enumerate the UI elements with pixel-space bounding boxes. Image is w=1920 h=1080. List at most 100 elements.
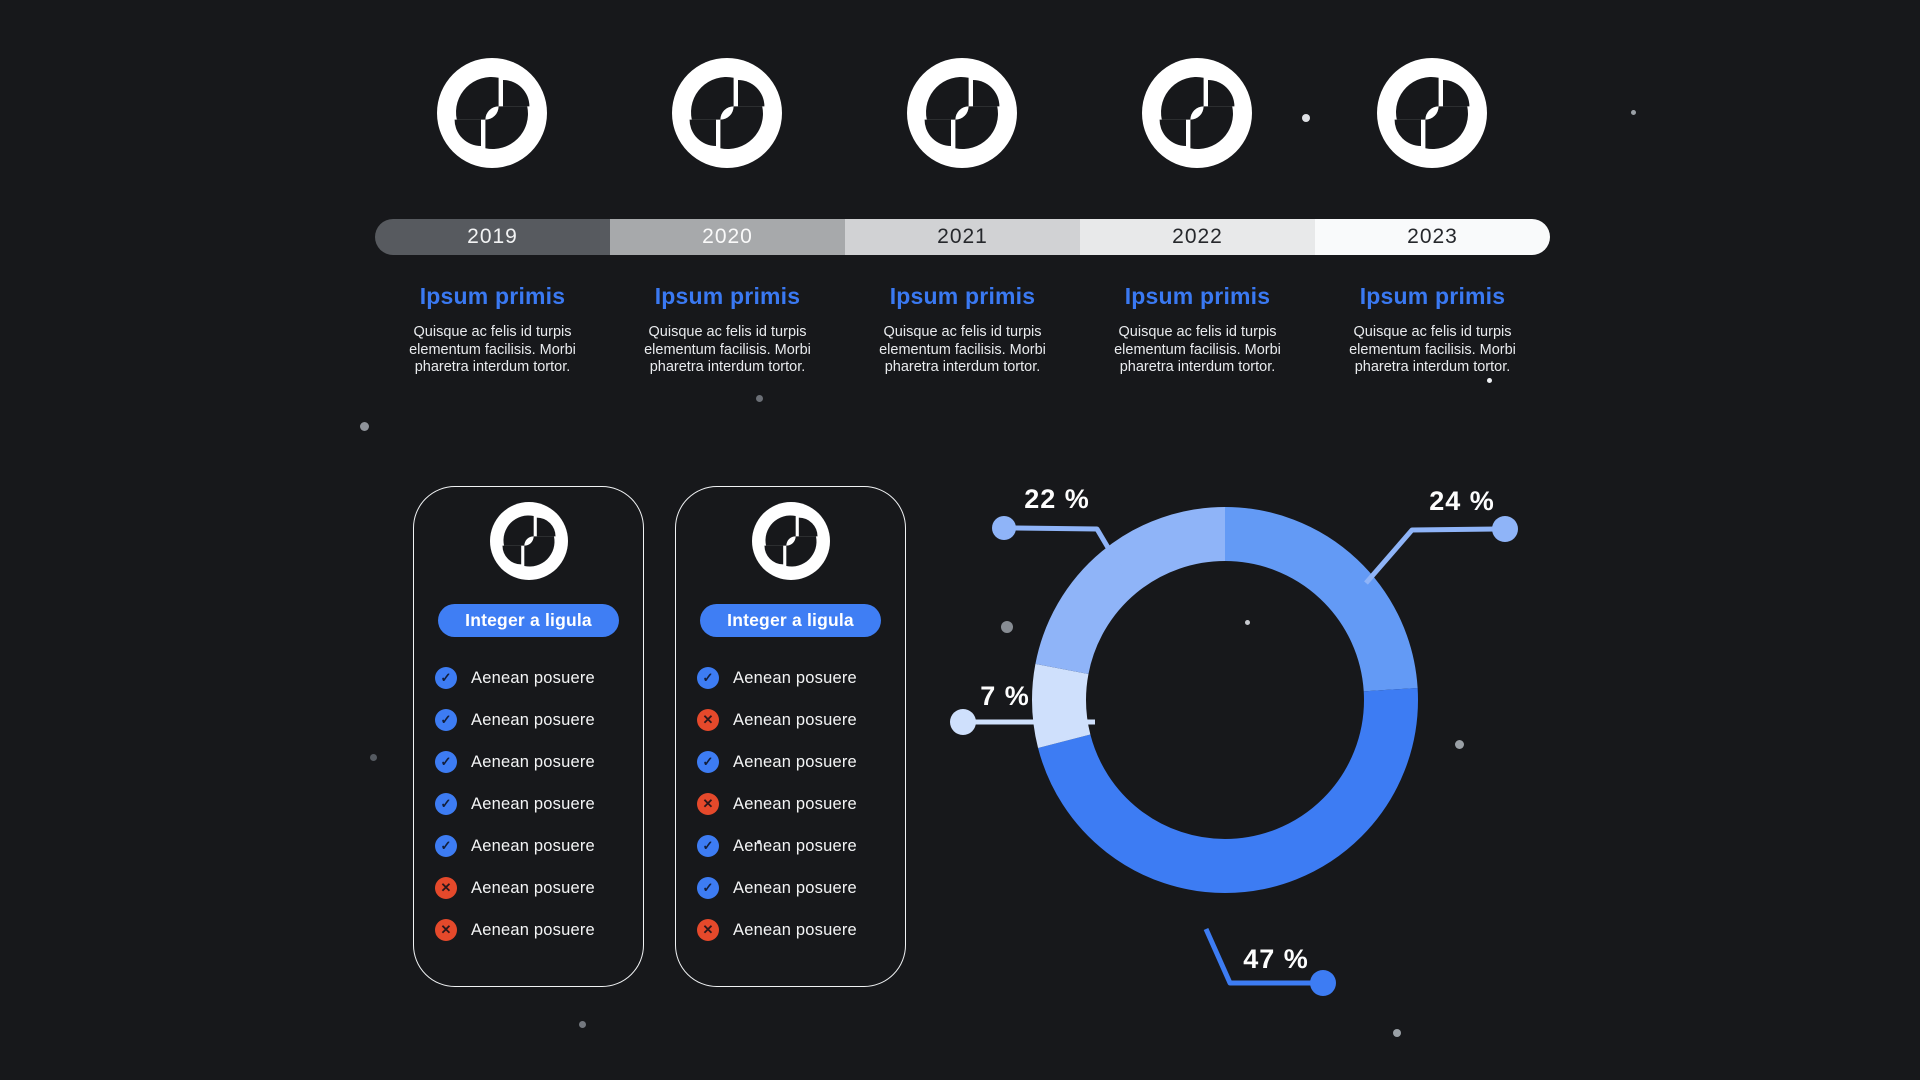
list-item-label: Aenean posuere — [471, 920, 595, 939]
donut-segment — [1032, 507, 1418, 893]
list-item: Aenean posuere — [697, 783, 884, 825]
callout-dot — [1492, 516, 1518, 542]
list-item-label: Aenean posuere — [733, 878, 857, 897]
cross-icon — [697, 793, 719, 815]
timeline-heading: Ipsum primis — [889, 283, 1036, 309]
percent-label: 47 % — [1243, 944, 1309, 974]
list-item: Aenean posuere — [435, 699, 622, 741]
list-item-label: Aenean posuere — [733, 710, 857, 729]
check-icon — [697, 751, 719, 773]
decor-dot — [1455, 740, 1464, 749]
donut-segment — [1032, 507, 1418, 893]
timeline-column: Ipsum primis Quisque ac felis id turpis … — [1315, 283, 1550, 377]
brand-logo-icon — [1377, 58, 1487, 168]
list-item-label: Aenean posuere — [733, 668, 857, 687]
list-item-label: Aenean posuere — [471, 878, 595, 897]
list-item: Aenean posuere — [435, 783, 622, 825]
timeline-heading: Ipsum primis — [654, 283, 801, 309]
feature-card: Integer a ligula Aenean posuere Aenean p… — [413, 486, 644, 987]
list-item: Aenean posuere — [697, 825, 884, 867]
timeline-column: Ipsum primis Quisque ac felis id turpis … — [845, 283, 1080, 377]
decor-dot — [579, 1021, 586, 1028]
callout-line — [1364, 526, 1498, 585]
list-item-label: Aenean posuere — [733, 920, 857, 939]
timeline-description: Quisque ac felis id turpis elementum fac… — [879, 324, 1046, 375]
percent-label: 7 % — [980, 681, 1030, 711]
brand-logo-icon — [752, 502, 830, 580]
list-item-label: Aenean posuere — [733, 794, 857, 813]
callout-dot — [1310, 970, 1336, 996]
list-item: Aenean posuere — [697, 699, 884, 741]
list-item: Aenean posuere — [697, 867, 884, 909]
timeline-description: Quisque ac felis id turpis elementum fac… — [1114, 324, 1281, 375]
timeline-segment-2019: 2019 — [375, 219, 610, 255]
callout-dot — [992, 516, 1016, 540]
timeline-segment-2022: 2022 — [1080, 219, 1315, 255]
timeline-segment-2023: 2023 — [1315, 219, 1550, 255]
percent-label: 24 % — [1429, 486, 1495, 516]
brand-logo-icon — [437, 58, 547, 168]
timeline-segment-2020: 2020 — [610, 219, 845, 255]
decor-dot — [1001, 621, 1013, 633]
percent-label: 22 % — [1024, 484, 1090, 514]
decor-dot — [1393, 1029, 1401, 1037]
timeline-heading: Ipsum primis — [1124, 283, 1271, 309]
list-item: Aenean posuere — [435, 909, 622, 951]
timeline-heading: Ipsum primis — [1359, 283, 1506, 309]
list-item: Aenean posuere — [435, 657, 622, 699]
card-title-button[interactable]: Integer a ligula — [438, 604, 619, 637]
list-item: Aenean posuere — [697, 741, 884, 783]
callout-line — [1014, 525, 1126, 575]
decor-dot — [360, 422, 369, 431]
timeline-segment-2021: 2021 — [845, 219, 1080, 255]
list-item-label: Aenean posuere — [733, 752, 857, 771]
timeline-description: Quisque ac felis id turpis elementum fac… — [644, 324, 811, 375]
checklist: Aenean posuere Aenean posuere Aenean pos… — [435, 657, 622, 951]
timeline-columns: Ipsum primis Quisque ac felis id turpis … — [375, 283, 1550, 377]
check-icon — [435, 793, 457, 815]
list-item-label: Aenean posuere — [471, 836, 595, 855]
timeline-bar: 2019 2020 2021 2022 2023 — [375, 219, 1550, 255]
list-item-label: Aenean posuere — [733, 836, 857, 855]
timeline-description: Quisque ac felis id turpis elementum fac… — [409, 324, 576, 375]
cross-icon — [435, 919, 457, 941]
brand-logo-icon — [907, 58, 1017, 168]
check-icon — [435, 751, 457, 773]
list-item-label: Aenean posuere — [471, 668, 595, 687]
decor-dot — [1302, 114, 1310, 122]
brand-logo-icon — [672, 58, 782, 168]
timeline-heading: Ipsum primis — [419, 283, 566, 309]
cross-icon — [697, 919, 719, 941]
feature-card: Integer a ligula Aenean posuere Aenean p… — [675, 486, 906, 987]
decor-dot — [756, 395, 763, 402]
list-item: Aenean posuere — [435, 867, 622, 909]
check-icon — [697, 877, 719, 899]
list-item: Aenean posuere — [697, 909, 884, 951]
list-item-label: Aenean posuere — [471, 752, 595, 771]
timeline-description: Quisque ac felis id turpis elementum fac… — [1349, 324, 1516, 375]
callout-line — [1203, 927, 1313, 986]
decor-dot — [370, 754, 377, 761]
list-item-label: Aenean posuere — [471, 794, 595, 813]
check-icon — [435, 709, 457, 731]
list-item-label: Aenean posuere — [471, 710, 595, 729]
decor-dot — [757, 840, 761, 844]
check-icon — [697, 667, 719, 689]
brand-logo-icon — [490, 502, 568, 580]
timeline-column: Ipsum primis Quisque ac felis id turpis … — [610, 283, 845, 377]
check-icon — [697, 835, 719, 857]
decor-dot — [1631, 110, 1636, 115]
decor-dot — [1487, 378, 1492, 383]
donut-segment — [1032, 507, 1418, 893]
callout-dot — [950, 709, 976, 735]
timeline-column: Ipsum primis Quisque ac felis id turpis … — [375, 283, 610, 377]
cross-icon — [697, 709, 719, 731]
checklist: Aenean posuere Aenean posuere Aenean pos… — [697, 657, 884, 951]
check-icon — [435, 835, 457, 857]
list-item: Aenean posuere — [435, 825, 622, 867]
brand-logo-icon — [1142, 58, 1252, 168]
card-title-button[interactable]: Integer a ligula — [700, 604, 881, 637]
cross-icon — [435, 877, 457, 899]
donut-chart — [950, 507, 1518, 996]
list-item: Aenean posuere — [697, 657, 884, 699]
